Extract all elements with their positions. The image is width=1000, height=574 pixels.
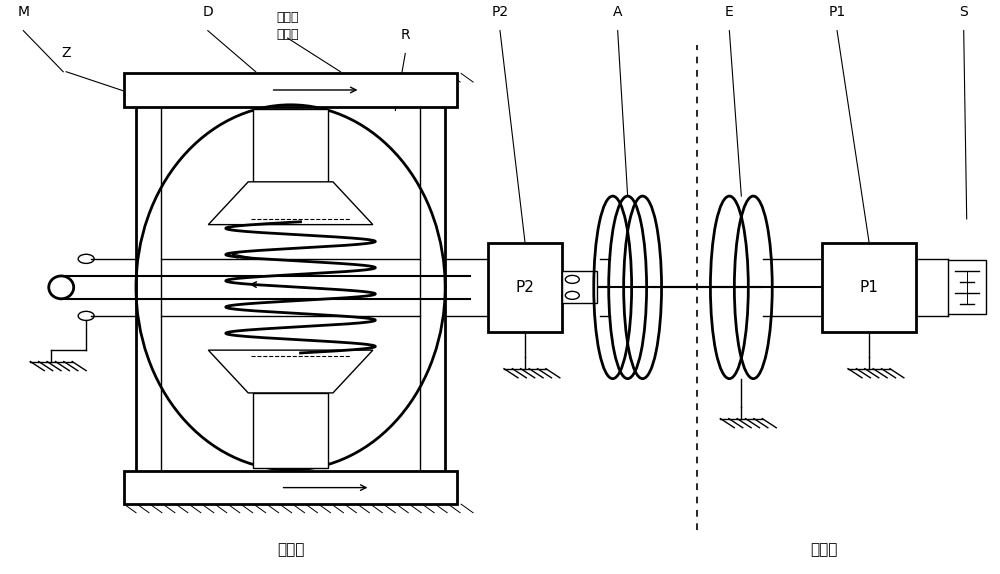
Bar: [136, 105, 445, 473]
Text: E: E: [725, 5, 734, 20]
Text: 转子磁: 转子磁: [276, 11, 299, 24]
Text: P1: P1: [828, 5, 846, 20]
Text: Z: Z: [61, 46, 71, 60]
Bar: [124, 471, 457, 504]
Text: P2: P2: [491, 5, 509, 20]
Bar: [488, 243, 562, 332]
Polygon shape: [208, 350, 373, 393]
Text: R: R: [400, 28, 410, 42]
Bar: [822, 243, 916, 332]
Ellipse shape: [49, 276, 74, 299]
Text: P1: P1: [860, 280, 878, 295]
Bar: [948, 260, 986, 315]
Text: D: D: [202, 5, 213, 20]
Bar: [124, 73, 457, 107]
Text: 场回路: 场回路: [276, 28, 299, 41]
Text: S: S: [959, 5, 968, 20]
Text: A: A: [613, 5, 622, 20]
Bar: [562, 272, 597, 303]
Bar: [253, 110, 328, 182]
Polygon shape: [208, 182, 373, 224]
Bar: [253, 393, 328, 468]
Text: M: M: [17, 5, 29, 20]
Text: P2: P2: [515, 280, 534, 295]
Text: 固定侧: 固定侧: [810, 542, 838, 557]
Text: 旋转侧: 旋转侧: [277, 542, 304, 557]
